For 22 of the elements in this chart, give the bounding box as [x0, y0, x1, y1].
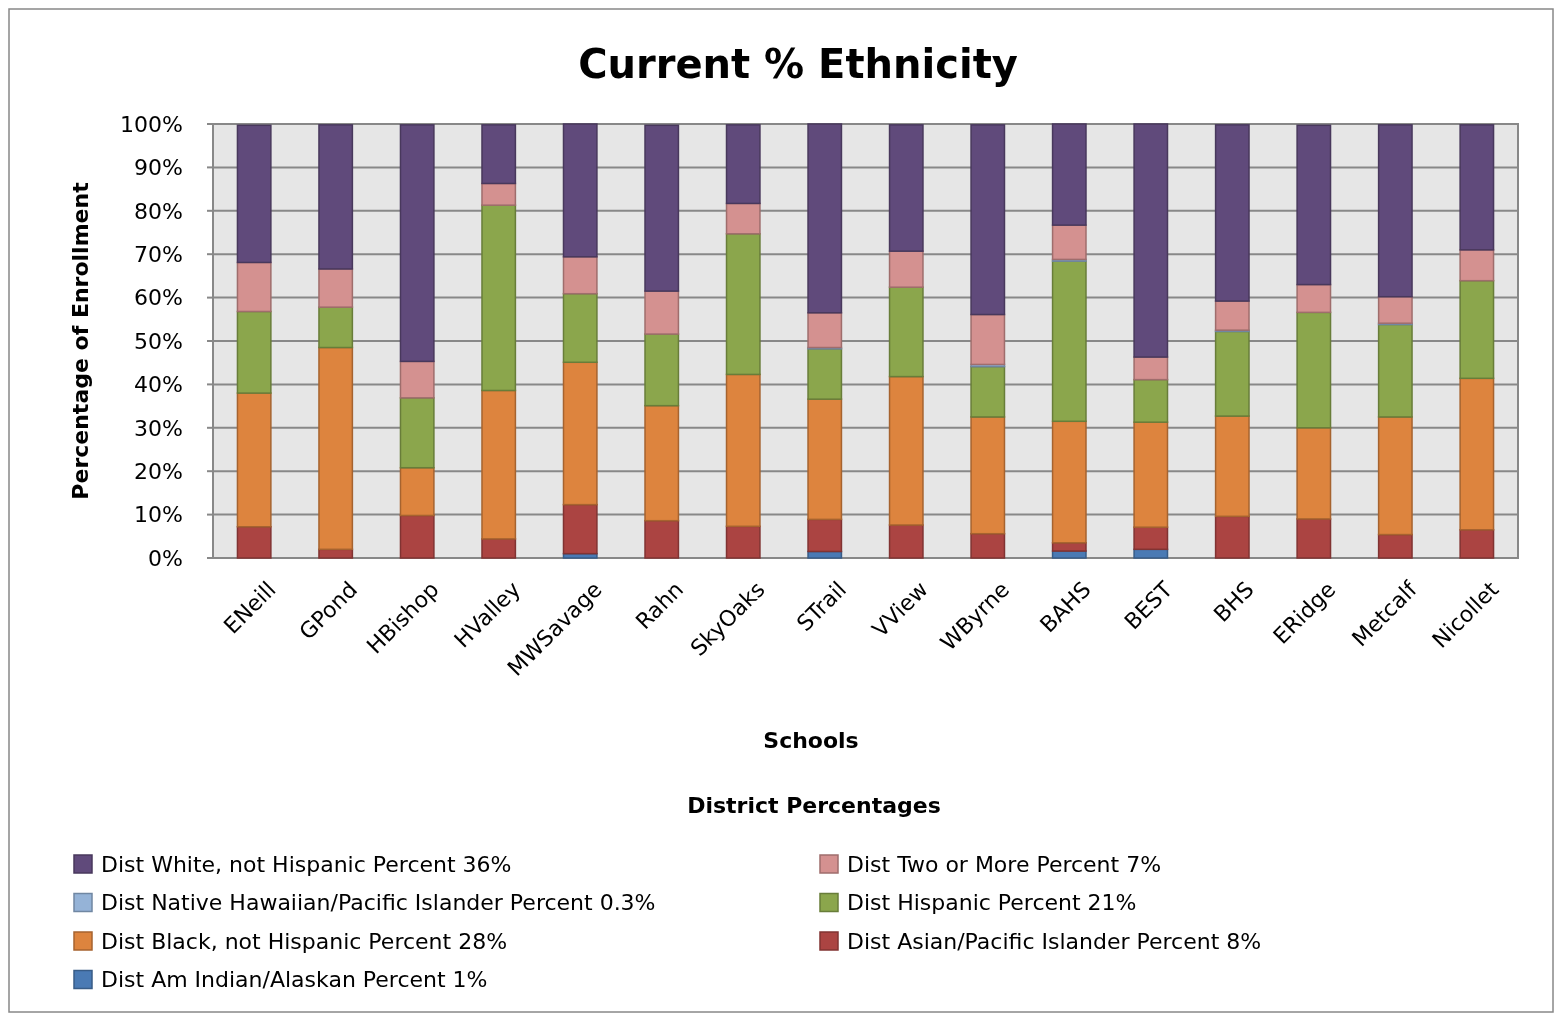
y-axis-title: Percentage of Enrollment [68, 181, 93, 500]
y-tick-label: 10% [134, 502, 183, 528]
legend-label: Dist Hispanic Percent 21% [847, 890, 1137, 916]
y-tick-label: 30% [134, 415, 183, 441]
legend-label: Dist Native Hawaiian/Pacific Islander Percent 0.3% [101, 890, 656, 916]
y-tick-label: 90% [134, 155, 183, 181]
legend-label: Dist Am Indian/Alaskan Percent 1% [101, 967, 488, 993]
y-tick-label: 100% [120, 111, 183, 137]
y-tick-label: 20% [134, 458, 183, 484]
legend-label: Dist Black, not Hispanic Percent 28% [101, 928, 508, 954]
y-tick-label: 70% [134, 241, 183, 267]
legend-label: Dist White, not Hispanic Percent 36% [101, 851, 512, 877]
legend-label: Dist Asian/Pacific Islander Percent 8% [847, 928, 1262, 954]
y-tick-label: 60% [134, 285, 183, 311]
y-tick-label: 80% [134, 198, 183, 224]
x-axis-title: Schools [763, 728, 859, 753]
y-tick-label: 0% [148, 545, 183, 571]
legend-title: District Percentages [687, 793, 941, 818]
legend-label: Dist Two or More Percent 7% [847, 851, 1162, 877]
y-tick-label: 40% [134, 372, 183, 398]
chart-title: Current % Ethnicity [578, 41, 1018, 87]
y-tick-label: 50% [134, 328, 183, 354]
